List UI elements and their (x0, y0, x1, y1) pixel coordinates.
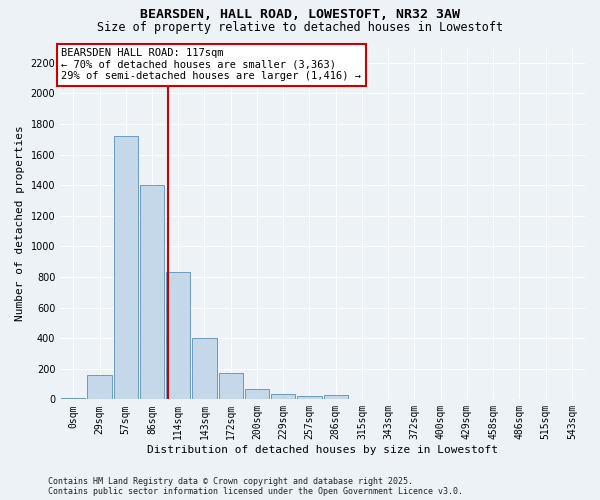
Bar (140, 185, 164, 400)
Bar (297, 396, 322, 400)
Text: BEARSDEN HALL ROAD: 117sqm
← 70% of detached houses are smaller (3,363)
29% of s: BEARSDEN HALL ROAD: 117sqm ← 70% of deta… (61, 48, 361, 82)
Text: Contains HM Land Registry data © Crown copyright and database right 2025.
Contai: Contains HM Land Registry data © Crown c… (48, 476, 463, 496)
Bar (61, 398, 85, 400)
Bar (218, 374, 243, 400)
Bar (350, 398, 374, 400)
Text: Size of property relative to detached houses in Lowestoft: Size of property relative to detached ho… (97, 21, 503, 34)
Bar (271, 394, 295, 400)
Bar (245, 390, 269, 400)
Bar (166, 272, 190, 400)
Bar (323, 394, 348, 400)
Bar (113, 136, 138, 400)
Text: BEARSDEN, HALL ROAD, LOWESTOFT, NR32 3AW: BEARSDEN, HALL ROAD, LOWESTOFT, NR32 3AW (140, 8, 460, 20)
Y-axis label: Number of detached properties: Number of detached properties (15, 126, 25, 322)
Bar (88, 375, 112, 400)
Bar (192, 338, 217, 400)
X-axis label: Distribution of detached houses by size in Lowestoft: Distribution of detached houses by size … (147, 445, 498, 455)
